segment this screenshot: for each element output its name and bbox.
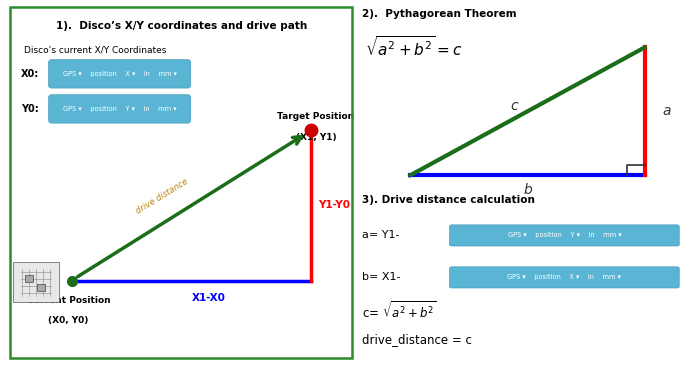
Text: $\sqrt{a^2 + b^2} = c$: $\sqrt{a^2 + b^2} = c$ bbox=[366, 35, 463, 59]
Text: Target Position: Target Position bbox=[277, 112, 355, 121]
Text: GPS ▾    position    Y ▾    in    mm ▾: GPS ▾ position Y ▾ in mm ▾ bbox=[63, 106, 177, 112]
Text: Current Position: Current Position bbox=[27, 296, 110, 306]
Text: Y0:: Y0: bbox=[21, 104, 39, 114]
Text: 3). Drive distance calculation: 3). Drive distance calculation bbox=[362, 195, 535, 205]
Bar bbox=[37, 284, 45, 291]
Bar bbox=[25, 275, 33, 283]
FancyBboxPatch shape bbox=[449, 225, 679, 246]
Text: 2).  Pythagorean Theorem: 2). Pythagorean Theorem bbox=[362, 9, 517, 19]
Text: Disco’s current X/Y Coordinates: Disco’s current X/Y Coordinates bbox=[24, 46, 166, 55]
Text: X1-X0: X1-X0 bbox=[192, 293, 226, 303]
Text: 1).  Disco’s X/Y coordinates and drive path: 1). Disco’s X/Y coordinates and drive pa… bbox=[55, 21, 307, 31]
FancyBboxPatch shape bbox=[449, 267, 679, 288]
Text: GPS ▾    position    X ▾    in    mm ▾: GPS ▾ position X ▾ in mm ▾ bbox=[63, 71, 177, 77]
Text: b: b bbox=[523, 183, 532, 197]
Text: Y1-Y0: Y1-Y0 bbox=[317, 200, 350, 210]
Text: a= Y1-: a= Y1- bbox=[362, 230, 400, 241]
Text: drive distance: drive distance bbox=[134, 177, 189, 216]
Text: GPS ▾    position    Y ▾    in    mm ▾: GPS ▾ position Y ▾ in mm ▾ bbox=[508, 233, 621, 238]
Text: (X0, Y0): (X0, Y0) bbox=[48, 316, 88, 324]
Text: c= $\sqrt{a^2+b^2}$: c= $\sqrt{a^2+b^2}$ bbox=[362, 300, 437, 322]
Text: drive_distance = c: drive_distance = c bbox=[362, 333, 472, 346]
Text: X0:: X0: bbox=[21, 69, 39, 79]
Text: b= X1-: b= X1- bbox=[362, 272, 401, 283]
FancyBboxPatch shape bbox=[48, 95, 190, 123]
Text: c: c bbox=[511, 99, 518, 113]
Text: a: a bbox=[663, 104, 671, 118]
Text: GPS ▾    position    X ▾    in    mm ▾: GPS ▾ position X ▾ in mm ▾ bbox=[507, 274, 622, 280]
FancyBboxPatch shape bbox=[13, 262, 59, 302]
Text: (X1, Y1): (X1, Y1) bbox=[296, 134, 336, 142]
FancyBboxPatch shape bbox=[48, 60, 190, 88]
